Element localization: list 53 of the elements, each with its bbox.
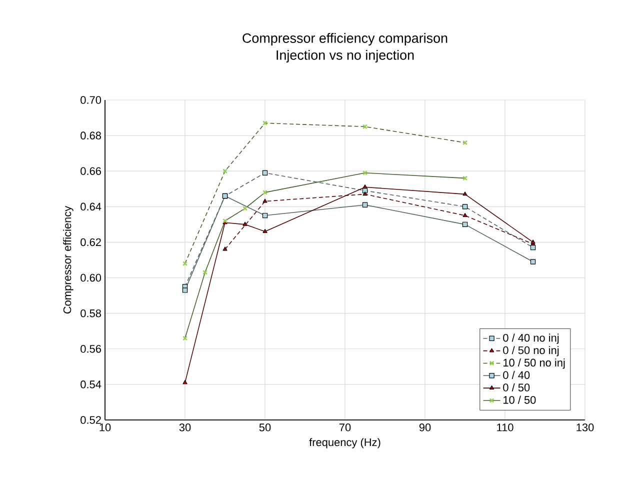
y-tick-label: 0.54 [80, 380, 102, 388]
point [262, 120, 268, 126]
x-tick-label: 70 [339, 424, 351, 432]
point [362, 124, 368, 130]
y-axis-title: Compressor efficiency [63, 206, 74, 314]
point [530, 259, 536, 264]
point [182, 336, 188, 341]
y-tick-label: 0.70 [80, 96, 102, 104]
y-tick-label: 0.64 [80, 202, 102, 211]
point [262, 212, 268, 218]
y-tick-label: 0.58 [80, 309, 101, 318]
x-tick-label: 110 [497, 424, 514, 432]
point [262, 198, 268, 203]
y-tick-label: 0.52 [80, 416, 101, 424]
point [222, 168, 228, 174]
point [182, 261, 188, 266]
y-tick-label: 0.66 [80, 167, 101, 175]
point [262, 170, 268, 176]
point [362, 192, 368, 196]
point [242, 222, 248, 226]
point [262, 190, 268, 195]
legend-label: 10 / 50 [504, 396, 536, 404]
legend-label: 10 / 50 no inj [504, 358, 565, 369]
point [462, 212, 468, 217]
chart-subtitle: Injection vs no injection [276, 50, 414, 62]
point [462, 140, 468, 146]
legend-label: 0 / 40 [503, 370, 530, 379]
point [242, 206, 248, 211]
point [462, 204, 468, 210]
y-tick-label: 0.56 [80, 345, 101, 353]
x-tick-label: 10 [100, 424, 111, 432]
x-tick-label: 130 [576, 424, 594, 432]
point [362, 202, 368, 208]
point [202, 270, 208, 275]
legend-label: 0 / 50 no inj [503, 346, 559, 356]
x-axis-title: frequency (Hz) [309, 438, 380, 448]
point [182, 380, 188, 384]
x-tick-label: 90 [419, 424, 431, 432]
point [262, 228, 268, 233]
point [462, 192, 468, 196]
point [182, 288, 188, 293]
point [462, 222, 468, 228]
point [222, 246, 228, 251]
legend-label: 0 / 50 [503, 383, 530, 392]
point [462, 176, 468, 181]
point [362, 170, 368, 176]
chart-title: Compressor efficiency comparison [242, 33, 448, 46]
y-tick-label: 0.62 [80, 238, 101, 246]
legend-label: 0 / 40 no inj [503, 334, 559, 344]
x-tick-label: 50 [259, 424, 271, 432]
y-tick-label: 0.68 [80, 132, 101, 140]
x-tick-label: 30 [179, 424, 191, 432]
y-tick-label: 0.60 [80, 274, 102, 282]
